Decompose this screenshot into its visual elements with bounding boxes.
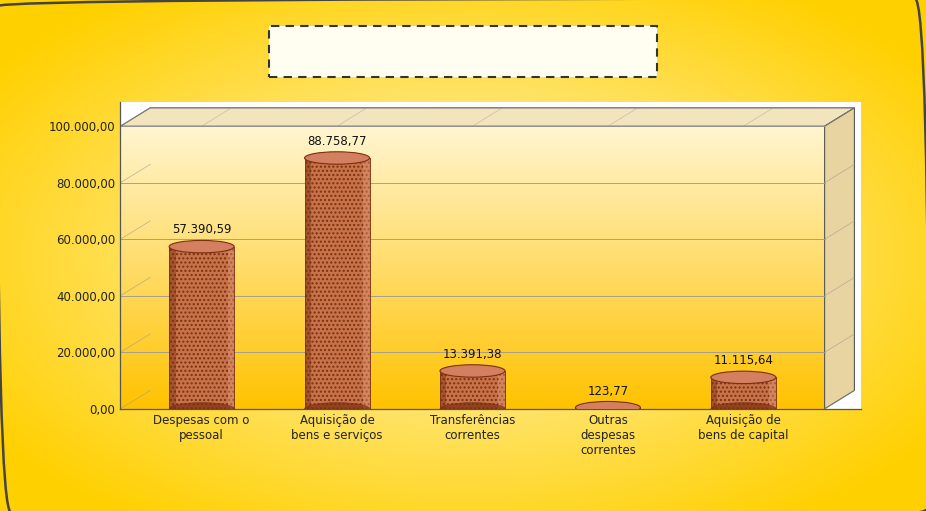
Ellipse shape <box>169 403 234 415</box>
Bar <box>711 378 776 409</box>
Text: 11.115,64: 11.115,64 <box>713 354 773 367</box>
Bar <box>363 158 369 409</box>
Ellipse shape <box>305 152 369 164</box>
Ellipse shape <box>711 371 776 384</box>
Text: 13.391,38: 13.391,38 <box>443 347 502 360</box>
Ellipse shape <box>169 240 234 253</box>
Bar <box>169 247 176 409</box>
Bar <box>711 378 718 409</box>
Text: 123,77: 123,77 <box>587 385 629 398</box>
Ellipse shape <box>440 403 505 415</box>
Bar <box>440 371 446 409</box>
Bar <box>575 408 641 409</box>
Bar <box>575 408 582 409</box>
Text: 88.758,77: 88.758,77 <box>307 134 367 148</box>
Bar <box>498 371 505 409</box>
Bar <box>770 378 776 409</box>
Bar <box>169 247 234 409</box>
Bar <box>440 371 505 409</box>
Ellipse shape <box>575 403 641 415</box>
Bar <box>305 158 369 409</box>
Ellipse shape <box>305 403 369 415</box>
Bar <box>305 158 311 409</box>
Polygon shape <box>120 108 855 126</box>
Polygon shape <box>825 108 855 409</box>
Bar <box>634 408 641 409</box>
Ellipse shape <box>711 403 776 415</box>
Ellipse shape <box>440 365 505 377</box>
Text: 57.390,59: 57.390,59 <box>172 223 232 236</box>
Bar <box>228 247 234 409</box>
Text: Despesas por  Rubricas: Despesas por Rubricas <box>356 39 570 58</box>
Ellipse shape <box>575 402 641 414</box>
